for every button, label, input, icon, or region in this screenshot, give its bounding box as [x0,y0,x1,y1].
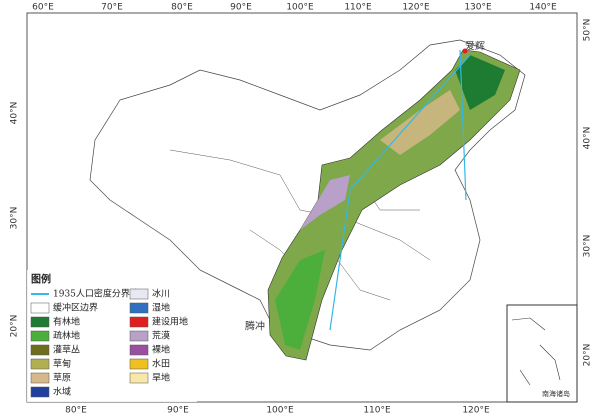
legend-swatch [30,358,50,370]
province-borders [169,149,431,301]
legend-bg [27,270,197,402]
buffer-zone [267,49,521,361]
legend-label: 裸地 [152,344,170,356]
legend-swatch [129,372,149,384]
forest-area [455,55,505,110]
lat-label: 20°N [583,344,593,367]
legend-swatch [30,372,50,384]
inset-label: 南海诸岛 [542,389,570,398]
lon-label: 100°E [286,3,314,13]
legend-swatch [30,386,50,398]
legend-label: 灌草丛 [53,344,80,356]
lat-label: 30°N [10,207,20,230]
lon-label: 90°E [167,406,189,416]
legend-swatch [129,288,149,300]
lat-label: 50°N [583,19,593,42]
population-line [329,49,471,331]
legend-swatch [129,330,149,342]
legend-label: 旱地 [152,372,170,384]
legend-label: 1935人口密度分界线 [53,288,139,300]
lon-label: 120°E [462,406,490,416]
legend-label: 冰川 [152,288,170,300]
legend-swatch [30,302,50,314]
legend-label: 缓冲区边界 [53,302,98,314]
lon-label: 60°E [32,3,54,13]
open-forest-area [275,250,325,350]
legend-swatch [129,344,149,356]
lat-label: 40°N [583,127,593,150]
inset-map [511,317,561,386]
lon-label: 70°E [101,3,123,13]
legend-swatch [30,344,50,356]
legend-label: 荒漠 [152,331,170,342]
legend-swatch [129,302,149,314]
lon-label: 80°E [65,406,87,416]
lon-label: 100°E [266,406,294,416]
lat-label: 20°N [10,315,20,338]
legend-swatch [30,316,50,328]
legend-swatch [30,330,50,342]
lon-label: 120°E [402,3,430,13]
legend-swatch [129,316,149,328]
steppe-area [380,90,460,155]
lon-label: 80°E [171,3,193,13]
legend-label: 有林地 [53,316,80,328]
legend-swatch [129,358,149,370]
legend-label: 水田 [152,358,170,370]
legend-label: 建设用地 [152,316,188,328]
legend-label: 疏林地 [53,330,80,342]
lon-label: 90°E [230,3,252,13]
lat-label: 40°N [10,102,20,125]
place-label: 腾冲 [245,320,265,333]
legend-label: 草甸 [53,358,71,370]
lon-label: 140°E [529,3,557,13]
lon-label: 130°E [464,3,492,13]
lon-label: 110°E [363,406,391,416]
lat-label: 30°N [583,235,593,258]
legend-label: 水域 [53,386,71,398]
place-marker [462,48,468,54]
inset-frame [506,304,578,403]
legend-label: 草原 [53,372,71,384]
legend-label: 湿地 [152,302,170,314]
legend-title: 图例 [31,273,51,286]
china-outline [89,39,526,351]
desert-area [300,175,350,230]
place-label: 爱辉 [465,40,485,53]
lon-label: 110°E [344,3,372,13]
